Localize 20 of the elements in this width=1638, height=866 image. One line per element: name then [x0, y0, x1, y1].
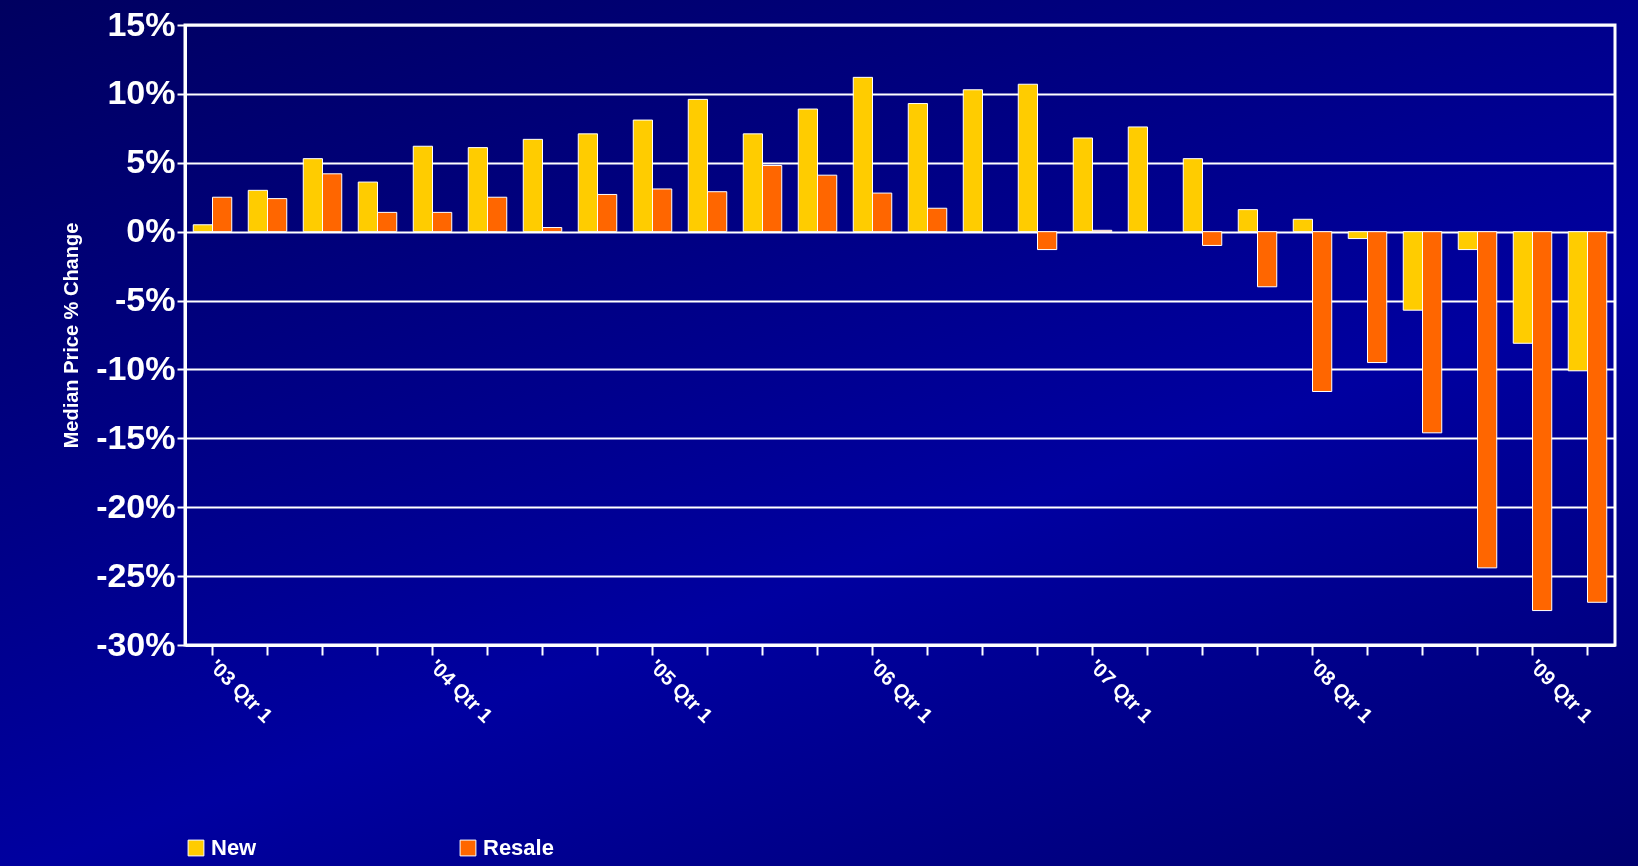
y-axis-title: Median Price % Change	[60, 222, 83, 449]
x-tick-label: '09 Qtr 1	[1525, 655, 1598, 727]
x-tick-label: '05 Qtr 1	[645, 655, 718, 727]
x-tick-label: '07 Qtr 1	[1085, 655, 1158, 727]
y-tick-label: -25%	[96, 555, 176, 594]
x-tick-label: '03 Qtr 1	[205, 655, 278, 727]
y-tick-label: 0%	[126, 211, 176, 250]
y-tick-label: 10%	[107, 73, 176, 112]
x-tick-label: '04 Qtr 1	[425, 655, 498, 727]
y-tick-label: 5%	[126, 142, 176, 181]
y-tick-label: -15%	[96, 417, 176, 456]
y-tick-label: 15%	[107, 4, 176, 43]
legend-label: Resale	[483, 835, 554, 860]
legend-label: New	[211, 835, 258, 860]
y-tick-label: -30%	[96, 624, 176, 663]
x-tick-label: '06 Qtr 1	[865, 655, 938, 727]
x-tick-label: '08 Qtr 1	[1305, 655, 1378, 727]
y-tick-label: -5%	[115, 280, 176, 319]
y-tick-label: -20%	[96, 486, 176, 525]
y-tick-label: -10%	[96, 348, 176, 387]
